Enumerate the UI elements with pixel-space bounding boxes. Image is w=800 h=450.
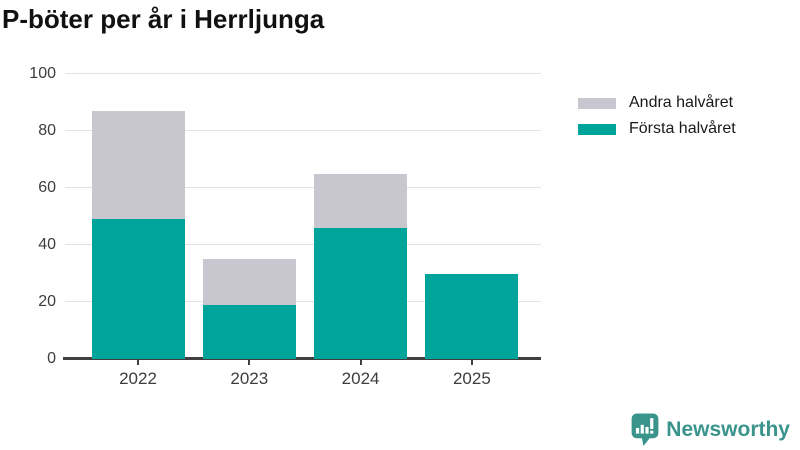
bar-segment-2024-andra-halv-ret <box>314 173 408 228</box>
gridline-y-20 <box>65 301 541 302</box>
x-axis-tick <box>248 359 251 365</box>
y-axis-tick-label: 40 <box>38 236 56 253</box>
legend-swatch <box>578 123 616 135</box>
x-axis-line <box>63 357 541 360</box>
x-axis-label-2023: 2023 <box>230 369 269 388</box>
chart-title: P-böter per år i Herrljunga <box>2 4 325 34</box>
bar-segment-2023-f-rsta-halv-ret <box>202 304 296 359</box>
x-axis-label-2024: 2024 <box>341 369 380 388</box>
legend-item: Första halvåret <box>578 116 736 142</box>
bar-segment-2022-f-rsta-halv-ret <box>91 219 185 359</box>
legend-label: Första halvåret <box>629 120 736 137</box>
bar-segment-2025-f-rsta-halv-ret <box>425 273 519 359</box>
newsworthy-speech-bubble-bar-chart-icon <box>631 413 659 446</box>
gridline-y-100 <box>65 73 541 74</box>
bar-segment-2022-andra-halv-ret <box>91 111 185 220</box>
x-axis-tick <box>359 359 362 365</box>
newsworthy-wordmark: Newsworthy <box>666 418 790 441</box>
bar-segment-2024-f-rsta-halv-ret <box>314 227 408 359</box>
x-axis-tick <box>137 359 139 365</box>
y-axis-tick-label: 20 <box>38 293 56 310</box>
gridline-y-40 <box>65 244 541 245</box>
plot-area: 0 20 40 60 80 100 2022 2023 2024 2025 <box>29 66 541 388</box>
bar-segment-2023-andra-halv-ret <box>202 259 296 305</box>
x-axis-label-2022: 2022 <box>119 369 157 388</box>
legend-label: Andra halvåret <box>629 94 734 111</box>
y-axis-tick-label: 0 <box>47 350 56 367</box>
newsworthy-logo[interactable]: Newsworthy <box>630 413 790 447</box>
gridline-y-80 <box>65 130 541 131</box>
legend-swatch <box>578 97 616 109</box>
x-axis-label-2025: 2025 <box>452 369 491 388</box>
gridline-y-60 <box>65 187 541 188</box>
y-axis-tick-label: 60 <box>38 179 56 196</box>
legend-item: Andra halvåret <box>578 90 736 116</box>
x-axis-tick <box>470 359 473 365</box>
y-axis-tick-label: 80 <box>38 122 56 139</box>
y-axis-tick-label: 100 <box>29 65 56 82</box>
legend: Andra halvåret Första halvåret <box>578 90 736 142</box>
